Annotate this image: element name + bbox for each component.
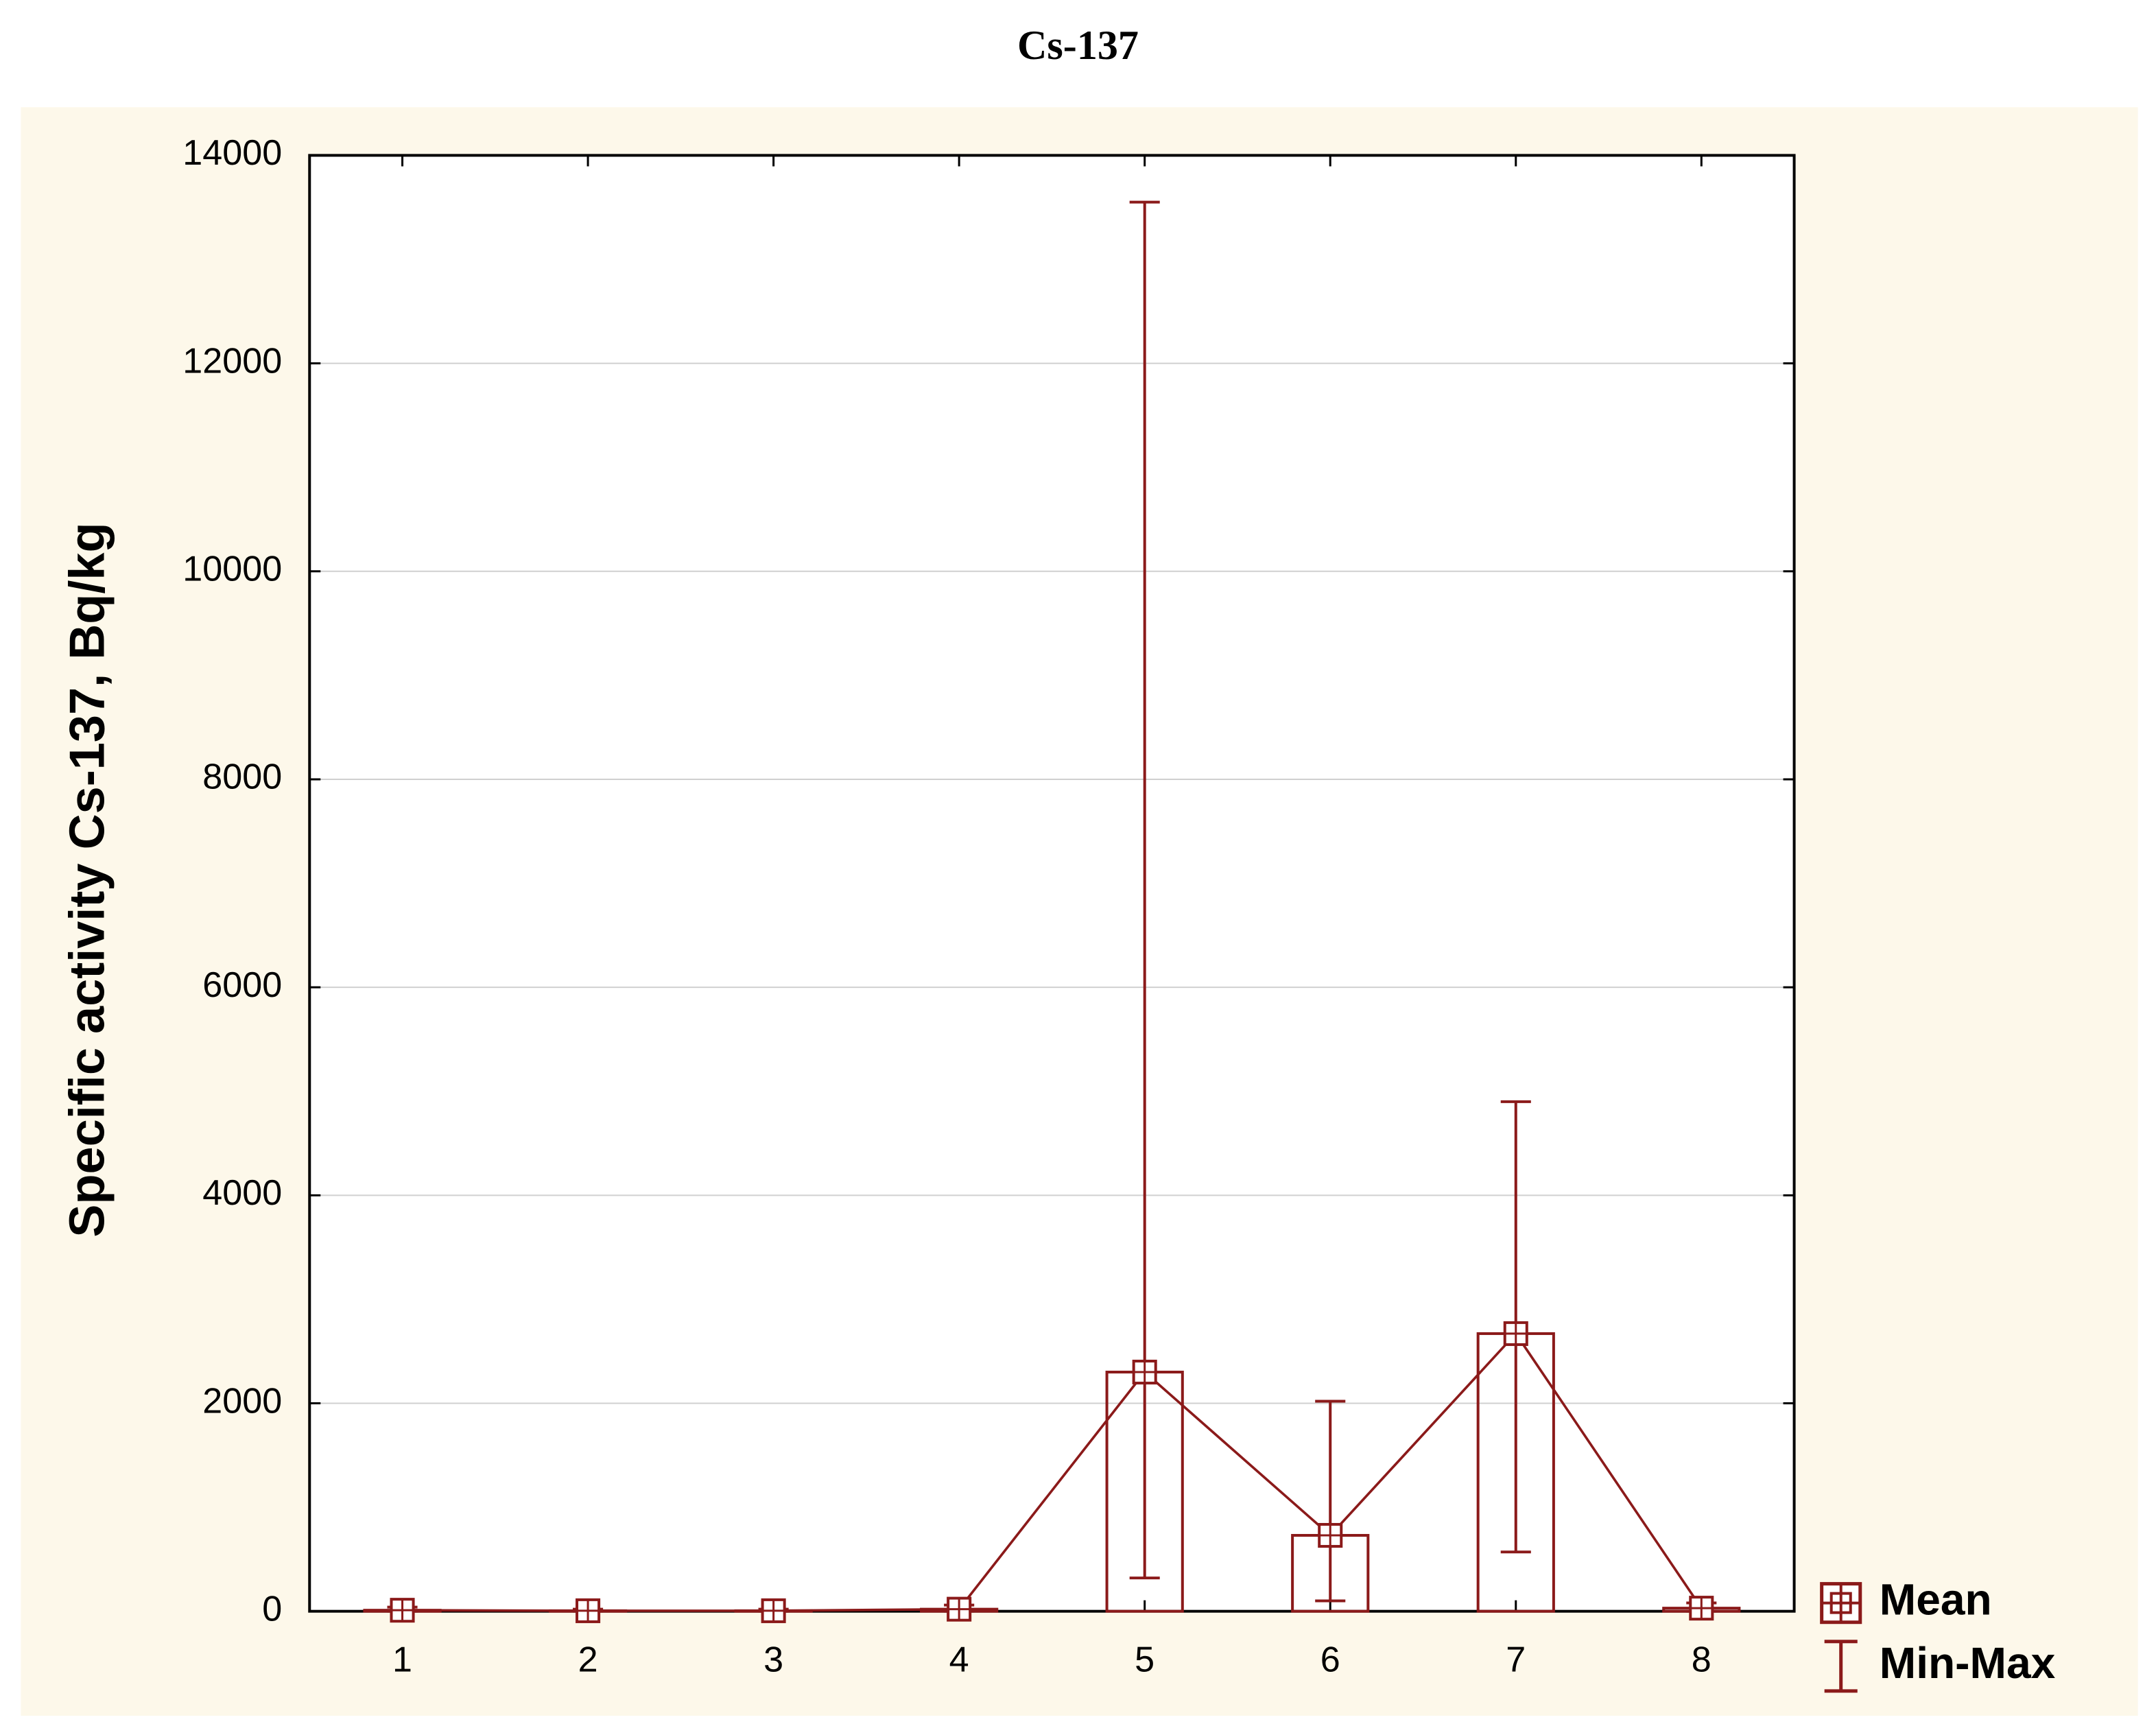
y-tick-label: 4000: [202, 1173, 282, 1213]
x-tick-label: 2: [578, 1640, 598, 1680]
legend-label: Mean: [1880, 1575, 1992, 1625]
plot-area: [309, 155, 1794, 1611]
y-tick-label: 10000: [182, 550, 282, 589]
y-axis-label: Specific activity Cs-137, Bq/kg: [60, 522, 115, 1237]
x-tick-label: 1: [392, 1640, 412, 1680]
x-tick-label: 3: [763, 1640, 783, 1680]
mean-line: [402, 1332, 1703, 1612]
mean-marker-cross: [1133, 1360, 1156, 1384]
legend-label: Min-Max: [1880, 1638, 2056, 1688]
x-tick-label: 6: [1320, 1640, 1340, 1680]
mean-marker-cross: [577, 1599, 600, 1622]
mean-marker-cross: [1319, 1524, 1342, 1547]
legend-minmax-icon: [1824, 1640, 1858, 1693]
mean-marker-cross: [948, 1598, 971, 1620]
y-tick-label: 8000: [202, 757, 282, 797]
y-tick-label: 6000: [202, 965, 282, 1005]
chart-title: Cs-137: [1017, 23, 1139, 69]
mean-marker-cross: [391, 1599, 414, 1622]
mean-marker-cross: [1504, 1322, 1527, 1345]
plot-frame: [308, 154, 1796, 1613]
mean-marker-cross: [1690, 1597, 1713, 1620]
y-tick-label: 14000: [182, 133, 282, 173]
mean-marker-cross: [762, 1599, 785, 1622]
x-tick-label: 4: [949, 1640, 969, 1680]
y-tick-label: 12000: [182, 341, 282, 381]
x-tick-label: 5: [1135, 1640, 1154, 1680]
y-tick-label: 2000: [202, 1381, 282, 1421]
x-tick-label: 8: [1692, 1640, 1711, 1680]
x-tick-label: 7: [1506, 1640, 1526, 1680]
legend-mean-icon-cross: [1821, 1583, 1860, 1622]
y-tick-label: 0: [262, 1589, 282, 1629]
